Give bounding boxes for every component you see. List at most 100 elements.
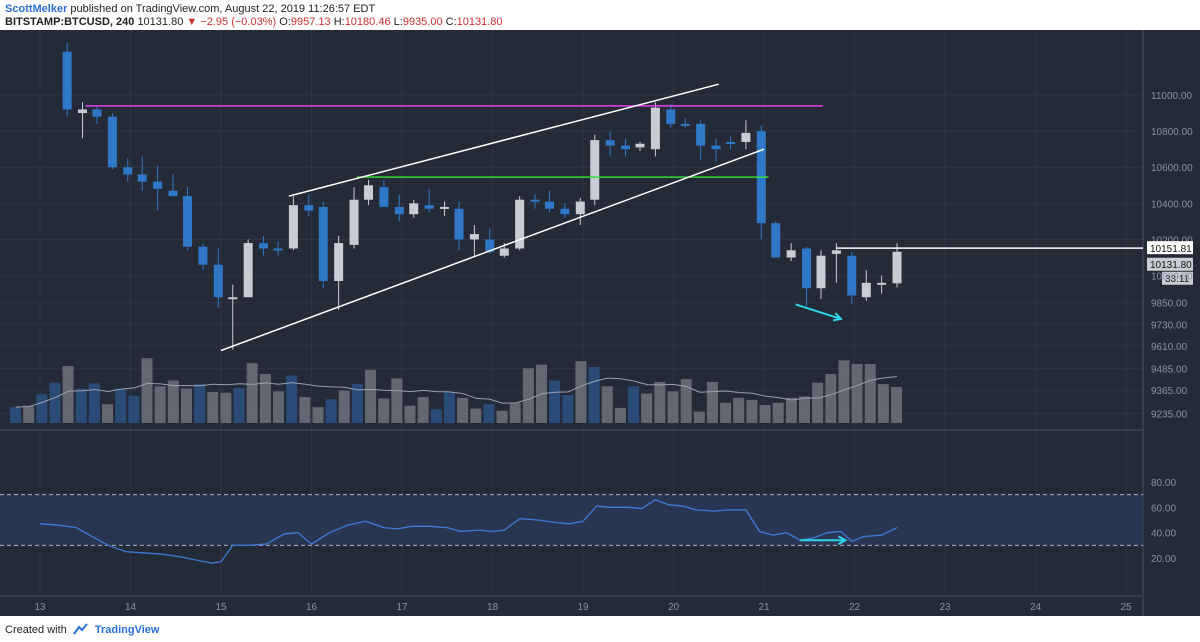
- price-tick-label: 9365.00: [1151, 386, 1188, 397]
- candle-body: [137, 174, 147, 182]
- volume-bar: [351, 384, 363, 423]
- candle-body: [243, 243, 253, 298]
- open-label: O:: [279, 16, 291, 28]
- volume-bar: [404, 405, 416, 423]
- rsi-arrow-head: [837, 535, 848, 545]
- volume-bar: [180, 388, 192, 423]
- candle-body: [847, 255, 857, 296]
- candle-body: [605, 140, 615, 146]
- volume-bar: [628, 386, 640, 423]
- candle-body: [861, 282, 871, 298]
- symbol-label: BITSTAMP:BTCUSD, 240: [5, 16, 135, 28]
- candle-body: [635, 143, 645, 148]
- chart-area[interactable]: 11000.00 10800.00 10600.00 10400.00 10200.00…: [0, 30, 1200, 616]
- volume-bar: [562, 394, 574, 423]
- wedge-lower-line: [220, 148, 765, 352]
- candle-body: [349, 199, 359, 245]
- candle-body: [379, 187, 389, 207]
- change-value: ▼ −2.95 (−0.03%): [186, 16, 277, 28]
- volume-bar: [457, 397, 469, 423]
- candle-body: [92, 109, 102, 117]
- volume-bar: [154, 386, 166, 423]
- price-arrow-head: [832, 312, 843, 322]
- time-tick-label: 14: [125, 602, 137, 613]
- author-link[interactable]: ScottMelker: [5, 3, 68, 15]
- price-tick-label: 10000.00: [1151, 272, 1193, 283]
- time-tick-label: 15: [215, 602, 227, 613]
- volume-bar: [891, 387, 903, 423]
- close-label: C:: [445, 16, 457, 28]
- volume-bar: [246, 363, 258, 423]
- volume-bar: [575, 361, 587, 423]
- volume-bar: [194, 384, 206, 423]
- price-tick-label: 10800.00: [1151, 127, 1193, 138]
- candle-body: [107, 116, 117, 168]
- time-tick-label: 24: [1030, 602, 1042, 613]
- countdown-label: 33:11: [1165, 274, 1190, 285]
- volume-bar: [733, 397, 745, 423]
- publish-line: ScottMelker published on TradingView.com…: [5, 3, 375, 15]
- time-tick-label: 13: [34, 602, 46, 613]
- tradingview-brand-link[interactable]: TradingView: [94, 624, 160, 636]
- candle-body: [168, 190, 178, 197]
- candle-body: [288, 205, 298, 249]
- volume-bar: [812, 382, 824, 423]
- candle-body: [394, 206, 404, 215]
- candle-body: [440, 206, 450, 209]
- candle-body: [802, 248, 812, 289]
- volume-bar: [772, 402, 784, 423]
- volume-bar: [601, 386, 613, 423]
- volume-bar: [667, 391, 679, 423]
- candle-body: [123, 167, 133, 175]
- rsi-line: [39, 499, 898, 564]
- candle-body: [621, 145, 631, 150]
- candle-body: [213, 264, 223, 298]
- volume-bar: [102, 404, 114, 423]
- tradingview-logo-icon: [73, 623, 88, 635]
- volume-bar: [614, 407, 626, 423]
- rsi-tick-label: 60.00: [1151, 503, 1176, 514]
- rsi-tick-label: 20.00: [1151, 554, 1176, 565]
- rsi-tick-label: 40.00: [1151, 529, 1176, 540]
- candle-body: [228, 297, 238, 300]
- volume-bar: [838, 360, 850, 423]
- volume-bar: [693, 411, 705, 423]
- candle-body: [545, 201, 555, 209]
- candle-body: [454, 208, 464, 240]
- volume-bar: [312, 407, 324, 423]
- volume-bar: [286, 375, 298, 423]
- last-price-label: 10131.80: [1150, 260, 1192, 271]
- candle-body: [334, 243, 344, 281]
- candle-body: [364, 185, 374, 200]
- volume-bar: [443, 392, 455, 423]
- volume-bar: [680, 379, 692, 423]
- volume-bar: [785, 397, 797, 423]
- volume-bar: [851, 363, 863, 423]
- volume-bar: [128, 395, 140, 423]
- candle-body: [831, 250, 841, 254]
- footer-bar: Created with TradingView: [0, 616, 1200, 642]
- candle-body: [304, 205, 314, 211]
- level-price-badge: [1147, 241, 1193, 255]
- ohlc-legend: BITSTAMP:BTCUSD, 240 10131.80 ▼ −2.95 (−…: [5, 16, 503, 28]
- volume-bar: [325, 399, 337, 423]
- candle-body: [786, 250, 796, 258]
- time-tick-label: 21: [758, 602, 770, 613]
- volume-bar: [877, 384, 889, 423]
- candle-body: [530, 199, 540, 202]
- price-chart[interactable]: 11000.00 10800.00 10600.00 10400.00 10200.00…: [0, 30, 1200, 616]
- candle-body: [650, 107, 660, 150]
- candle-body: [78, 109, 88, 114]
- time-tick-label: 16: [306, 602, 318, 613]
- price-tick-label: 9730.00: [1151, 320, 1188, 331]
- volume-bar: [299, 397, 311, 423]
- volume-bar: [864, 363, 876, 423]
- price-tick-label: 11000.00: [1151, 91, 1192, 102]
- countdown-badge: [1162, 271, 1193, 285]
- candle-body: [666, 109, 676, 124]
- volume-bar: [207, 392, 219, 423]
- last-price-badge: [1147, 257, 1193, 271]
- volume-bar: [259, 374, 271, 423]
- candle-body: [560, 208, 570, 215]
- volume-bar: [483, 404, 495, 423]
